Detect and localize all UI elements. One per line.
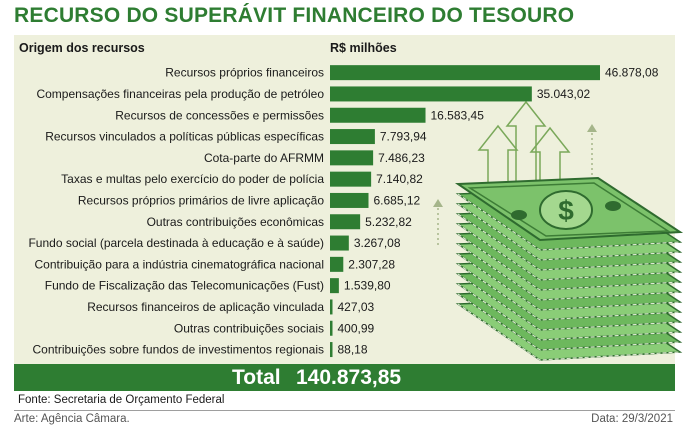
chart-title: RECURSO DO SUPERÁVIT FINANCEIRO DO TESOU… bbox=[14, 4, 575, 27]
bar bbox=[330, 278, 339, 294]
category-label: Outras contribuições sociais bbox=[174, 321, 324, 335]
bar bbox=[330, 235, 349, 251]
bar bbox=[330, 150, 374, 166]
value-label: 7.793,94 bbox=[380, 130, 427, 144]
bar bbox=[330, 214, 361, 230]
total-value: 140.873,85 bbox=[296, 366, 402, 389]
unit-column-header: R$ milhões bbox=[330, 41, 397, 55]
value-label: 35.043,02 bbox=[537, 87, 591, 101]
category-label: Fundo de Fiscalização das Telecomunicaçõ… bbox=[45, 279, 324, 293]
category-label: Recursos financeiros de aplicação vincul… bbox=[87, 300, 324, 314]
category-label: Recursos vinculados a políticas públicas… bbox=[45, 130, 324, 144]
bill-edge bbox=[457, 263, 681, 321]
category-label: Recursos próprios primários de livre apl… bbox=[78, 193, 324, 207]
value-label: 3.267,08 bbox=[354, 236, 401, 250]
bar bbox=[330, 299, 333, 315]
svg-text:$: $ bbox=[558, 195, 574, 226]
value-label: 6.685,12 bbox=[374, 193, 421, 207]
bar bbox=[330, 171, 372, 187]
total-label: Total bbox=[232, 366, 281, 389]
value-label: 427,03 bbox=[338, 300, 375, 314]
category-label: Fundo social (parcela destinada à educaç… bbox=[28, 236, 324, 250]
bill-edge bbox=[457, 283, 681, 341]
bill-edge bbox=[457, 253, 681, 311]
bar bbox=[330, 65, 600, 81]
bill-edge bbox=[457, 243, 681, 301]
total-banner bbox=[14, 364, 675, 391]
category-label: Outras contribuições econômicas bbox=[147, 215, 324, 229]
value-label: 16.583,45 bbox=[431, 108, 485, 122]
value-label: 2.307,28 bbox=[348, 257, 395, 271]
bar bbox=[330, 107, 426, 123]
value-label: 7.486,23 bbox=[378, 151, 425, 165]
bill-edge bbox=[457, 303, 681, 361]
bill-edge bbox=[457, 273, 681, 331]
bar bbox=[330, 86, 532, 102]
date-note: Data: 29/3/2021 bbox=[591, 413, 673, 425]
category-column-header: Origem dos recursos bbox=[19, 41, 145, 55]
bill-edge bbox=[457, 233, 681, 291]
footer-divider bbox=[14, 410, 675, 411]
category-label: Contribuições sobre fundos de investimen… bbox=[33, 343, 325, 357]
bill-edge bbox=[457, 223, 681, 281]
bar bbox=[330, 129, 375, 145]
category-label: Taxas e multas pelo exercício do poder d… bbox=[61, 172, 324, 186]
bar bbox=[330, 320, 333, 336]
category-label: Recursos de concessões e permissões bbox=[115, 108, 324, 122]
bar bbox=[330, 342, 333, 358]
category-label: Recursos próprios financeiros bbox=[165, 66, 324, 80]
bill-edge bbox=[457, 213, 681, 271]
value-label: 7.140,82 bbox=[376, 172, 423, 186]
art-credit: Arte: Agência Câmara. bbox=[14, 413, 130, 425]
bar bbox=[330, 192, 369, 208]
value-label: 1.539,80 bbox=[344, 279, 391, 293]
bill-edge bbox=[457, 193, 681, 251]
bar bbox=[330, 256, 344, 272]
value-label: 5.232,82 bbox=[365, 215, 412, 229]
source-note: Fonte: Secretaria de Orçamento Federal bbox=[18, 394, 225, 406]
bill-edge bbox=[457, 203, 681, 261]
category-label: Cota-parte do AFRMM bbox=[204, 151, 324, 165]
value-label: 88,18 bbox=[338, 343, 368, 357]
value-label: 400,99 bbox=[338, 321, 375, 335]
top-bill: $ bbox=[454, 176, 684, 242]
category-label: Contribuição para a indústria cinematogr… bbox=[35, 257, 325, 271]
category-label: Compensações financeiras pela produção d… bbox=[36, 87, 324, 101]
bill-edge bbox=[457, 293, 681, 351]
value-label: 46.878,08 bbox=[605, 66, 659, 80]
